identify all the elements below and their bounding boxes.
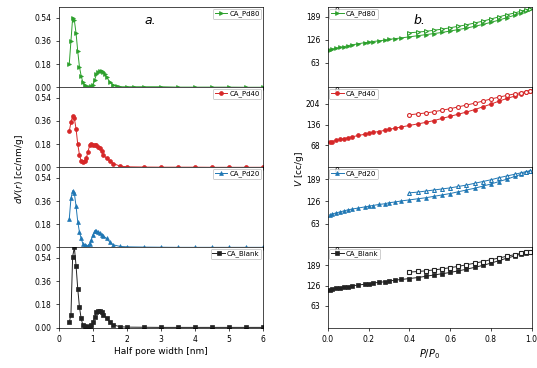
- Text: 0: 0: [334, 7, 339, 16]
- X-axis label: Half pore width [nm]: Half pore width [nm]: [114, 347, 208, 356]
- Legend: CA_Blank: CA_Blank: [211, 249, 262, 259]
- Legend: CA_Pd40: CA_Pd40: [213, 89, 262, 99]
- Legend: CA_Pd40: CA_Pd40: [329, 89, 378, 99]
- Text: $V$ [cc/g]: $V$ [cc/g]: [293, 151, 306, 187]
- Text: b.: b.: [413, 14, 425, 27]
- X-axis label: $P/P_0$: $P/P_0$: [419, 347, 440, 361]
- Legend: CA_Blank: CA_Blank: [329, 249, 380, 259]
- Text: 0: 0: [334, 247, 339, 256]
- Legend: CA_Pd20: CA_Pd20: [213, 169, 262, 179]
- Legend: CA_Pd80: CA_Pd80: [329, 9, 378, 19]
- Text: a.: a.: [144, 14, 156, 27]
- Legend: CA_Pd20: CA_Pd20: [329, 169, 378, 179]
- Text: 0: 0: [334, 88, 339, 96]
- Text: $dV(r)$ [cc/nm/g]: $dV(r)$ [cc/nm/g]: [13, 134, 26, 204]
- Text: 0: 0: [334, 167, 339, 176]
- Legend: CA_Pd80: CA_Pd80: [213, 9, 262, 19]
